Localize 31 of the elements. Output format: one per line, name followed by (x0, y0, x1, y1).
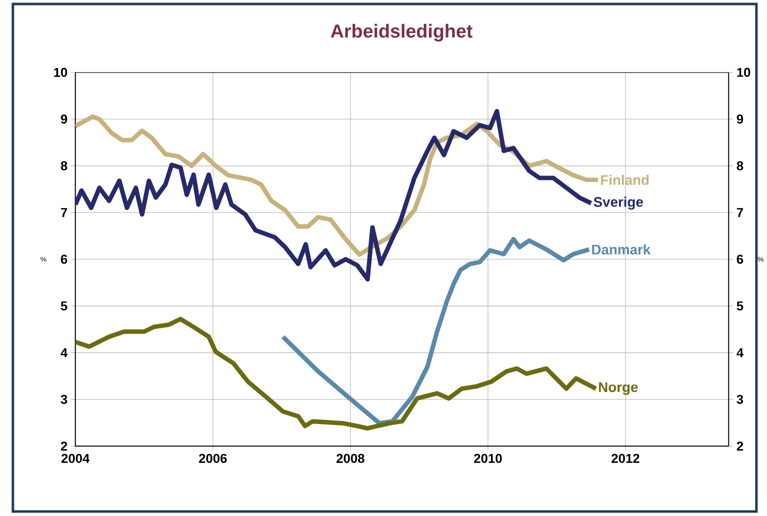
line-series (75, 109, 594, 282)
y2-tick-label: 5 (736, 302, 744, 311)
x-tick-label: 2008 (336, 454, 364, 464)
y-tick-label: 3 (60, 395, 68, 404)
y-tick-label: 5 (60, 302, 68, 311)
x-tick-label: 2006 (199, 454, 227, 464)
y-tick-label: 10 (54, 68, 68, 78)
y-tick-label: 6 (60, 254, 68, 264)
x-tick-label: 2004 (61, 454, 90, 464)
y-tick-label: 7 (61, 208, 68, 218)
line-series (75, 317, 598, 431)
y2-tick-label: 6 (736, 254, 744, 264)
y2-tick-label: 4 (736, 348, 744, 358)
series-label: Sverige (594, 196, 643, 210)
y-tick-label: 4 (60, 348, 68, 358)
chart-title: Arbeidsledighet (330, 24, 472, 42)
y2-tick-label: 9 (736, 114, 744, 124)
x-tick-label: 2012 (612, 454, 640, 464)
series-label: Finland (601, 174, 649, 186)
y-tick-label: 8 (60, 161, 68, 171)
series-label: Danmark (592, 244, 651, 255)
y2-tick-label: 3 (736, 395, 744, 404)
y2-tick-label: 2 (736, 442, 744, 451)
y2-tick-label: 8 (736, 161, 744, 171)
x-tick-label: 2010 (474, 454, 502, 464)
series-label: Norge (599, 382, 638, 396)
y2-tick-label: 10 (737, 68, 750, 78)
y2-tick-label: 7 (736, 208, 743, 218)
line-series (280, 237, 592, 426)
y-tick-label: 2 (60, 442, 68, 451)
y-tick-label: 9 (60, 114, 68, 124)
